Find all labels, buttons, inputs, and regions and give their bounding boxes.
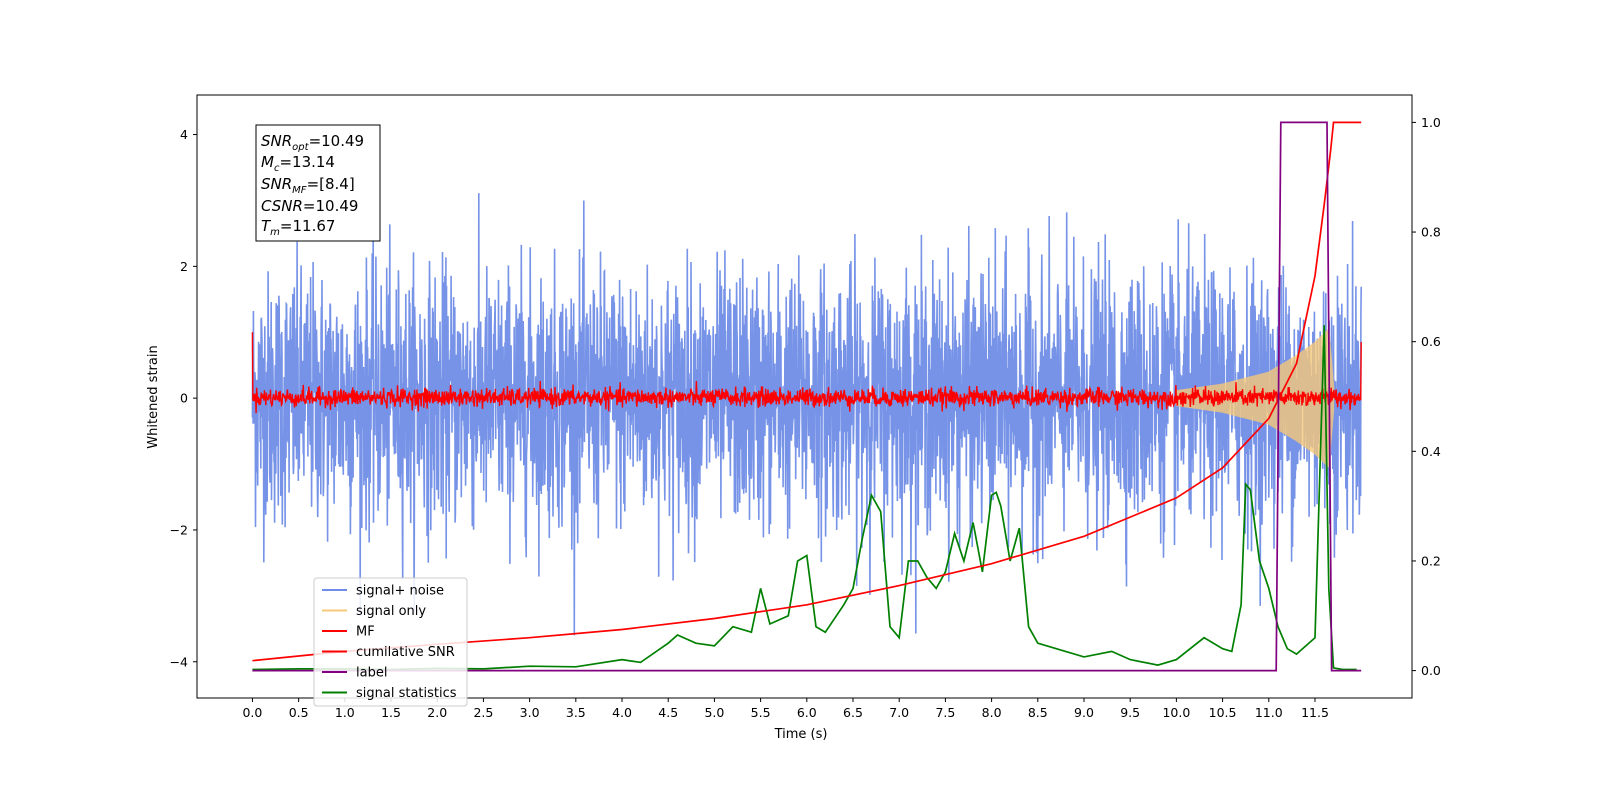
y-tick-label: 4 [180, 127, 188, 142]
annotation-snr-opt: SNRopt=10.49 [261, 132, 364, 153]
y2-tick-label: 1.0 [1421, 115, 1441, 130]
legend-label: signal only [356, 604, 426, 619]
series-signal-statistics [252, 325, 1357, 671]
x-tick-label: 9.0 [1074, 705, 1094, 720]
y2-tick-label: 0.4 [1421, 444, 1441, 459]
annotation-snr-mf: SNRMF=[8.4] [261, 175, 355, 196]
y-axis-label: Whitened strain [146, 345, 161, 448]
annotation-box: SNRopt=10.49 Mc=13.14 SNRMF=[8.4] CSNR=1… [255, 124, 381, 242]
x-tick-label: 5.5 [751, 705, 771, 720]
x-tick-label: 1.0 [335, 705, 355, 720]
annotation-mc: Mc=13.14 [261, 153, 335, 174]
y2-tick-label: 0.8 [1421, 225, 1441, 240]
axes-layer: 0.0 0.5 1.0 1.5 2.0 2.5 3.0 3.5 4.0 4.5 5.0 5.5 6.0 6… [170, 115, 1441, 720]
series-signal-only [1175, 329, 1335, 468]
x-tick-label: 6.0 [797, 705, 817, 720]
x-tick-label: 0.0 [242, 705, 262, 720]
legend-frame [313, 577, 468, 707]
x-tick-label: 10.5 [1209, 705, 1237, 720]
series-signal-noise [251, 193, 1362, 636]
legend-label: signal statistics [356, 686, 457, 701]
y-tick-label: −4 [170, 654, 188, 669]
x-tick-label: 4.0 [612, 705, 632, 720]
x-tick-label: 11.0 [1255, 705, 1283, 720]
x-tick-label: 11.5 [1301, 705, 1329, 720]
y2-tick-label: 0.0 [1421, 663, 1441, 678]
x-tick-label: 3.5 [566, 705, 586, 720]
x-tick-label: 6.5 [843, 705, 863, 720]
annotation-tm: Tm=11.67 [261, 217, 335, 238]
x-tick-label: 7.0 [889, 705, 909, 720]
x-tick-label: 2.5 [473, 705, 493, 720]
y-tick-label: 0 [180, 391, 188, 406]
y-tick-label: 2 [180, 259, 188, 274]
y2-tick-label: 0.6 [1421, 334, 1441, 349]
annotation-frame [255, 124, 381, 242]
x-tick-label: 4.5 [658, 705, 678, 720]
series-label [252, 121, 1362, 672]
series-mf [251, 332, 1362, 414]
legend: signal+ noise signal only MF cumilative SNR… [313, 577, 468, 707]
legend-label: MF [356, 625, 375, 640]
x-tick-label: 3.0 [520, 705, 540, 720]
plot-frame [196, 94, 1413, 699]
y-tick-label: −2 [170, 522, 188, 537]
x-tick-label: 0.5 [289, 705, 309, 720]
x-tick-label: 8.0 [982, 705, 1002, 720]
x-tick-label: 5.0 [704, 705, 724, 720]
annotation-csnr: CSNR=10.49 [261, 197, 358, 215]
y2-tick-label: 0.2 [1421, 553, 1441, 568]
x-tick-label: 2.0 [427, 705, 447, 720]
x-tick-label: 1.5 [381, 705, 401, 720]
x-tick-label: 9.5 [1120, 705, 1140, 720]
legend-label: label [356, 666, 387, 681]
legend-label: cumilative SNR [356, 645, 455, 660]
series-layer [251, 121, 1362, 672]
series-cumulative-snr [252, 121, 1362, 662]
x-tick-label: 8.5 [1028, 705, 1048, 720]
x-tick-label: 7.5 [935, 705, 955, 720]
legend-label: signal+ noise [356, 584, 444, 599]
x-tick-label: 10.0 [1162, 705, 1190, 720]
x-axis-label: Time (s) [774, 727, 828, 742]
